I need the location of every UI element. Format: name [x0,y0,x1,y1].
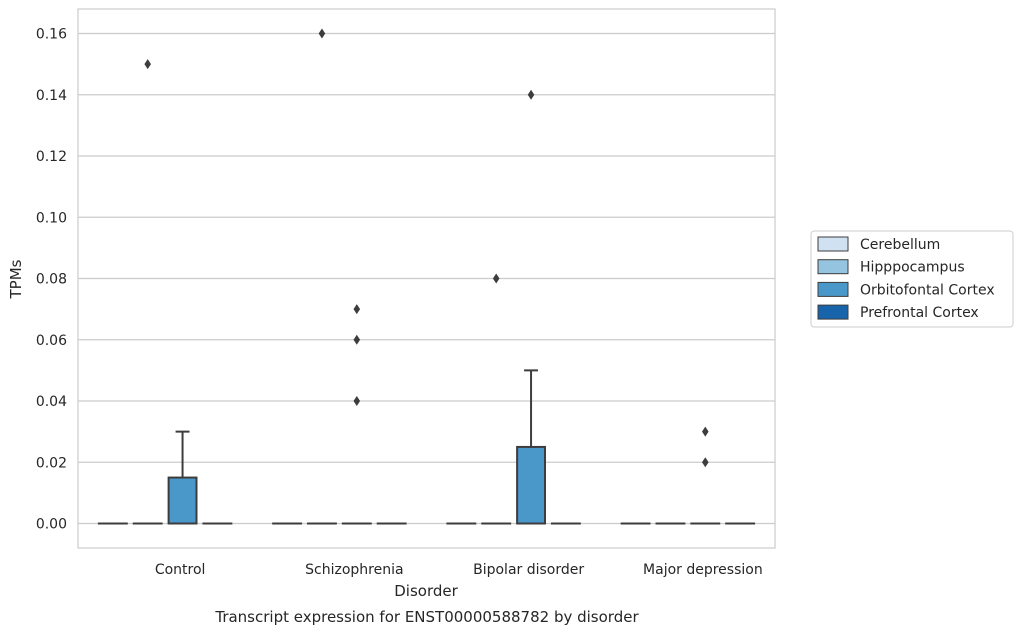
outlier-point [318,28,326,39]
x-axis: Control Schizophrenia Bipolar disorder Majo… [155,562,763,578]
outlier-point [353,334,361,345]
y-tick-label: 0.12 [36,149,67,165]
outlier-point [702,426,709,437]
outlier-point [527,89,535,100]
legend-swatch [817,281,849,297]
box-hipppocampus [307,28,337,525]
outlier-point [492,273,500,284]
y-tick-label: 0.04 [36,394,67,410]
x-tick-label: Major depression [643,562,763,578]
legend-label: Hipppocampus [860,260,965,276]
box-plots [97,28,756,525]
y-axis-title: TPMs [7,259,25,299]
box-hipppocampus [481,273,512,525]
legend: Cerebellum Hipppocampus Orbitofontal Corte… [810,230,1014,328]
chart-caption: Transcript expression for ENST0000058878… [214,608,639,626]
y-tick-label: 0.14 [36,88,67,104]
legend-label: Orbitofontal Cortex [860,282,995,298]
y-tick-label: 0.10 [36,210,67,226]
y-tick-label: 0.02 [36,455,67,471]
box-orbitofontal-cortex [516,89,546,525]
x-tick-label: Schizophrenia [305,562,403,578]
box-hipppocampus [132,59,163,525]
box-orbitofontal-cortex [341,304,372,525]
legend-label: Prefrontal Cortex [860,305,979,321]
box-orbitofontal-cortex [690,426,721,525]
outlier-point [353,396,361,406]
x-tick-label: Bipolar disorder [473,562,584,578]
y-axis: 0.00 0.02 0.04 0.06 0.08 0.10 0.12 0.14 0.16 [36,27,67,533]
y-tick-label: 0.06 [36,333,67,349]
legend-frame [810,230,1014,328]
grid-lines [78,32,775,525]
box-orbitofontal-cortex [167,430,198,525]
legend-swatch [817,259,849,275]
x-tick-label: Control [155,562,206,578]
y-tick-label: 0.08 [36,272,67,288]
box-rect [167,476,198,525]
legend-swatch [817,304,849,320]
outlier-point [353,304,361,315]
legend-label: Cerebellum [860,237,940,253]
x-axis-title: Disorder [394,582,458,600]
outlier-point [702,457,709,468]
legend-swatch [817,236,849,252]
y-tick-label: 0.16 [36,27,67,43]
y-tick-label: 0.00 [36,517,67,533]
outlier-point [144,59,151,70]
plot-frame [77,8,776,549]
box-rect [516,445,546,525]
